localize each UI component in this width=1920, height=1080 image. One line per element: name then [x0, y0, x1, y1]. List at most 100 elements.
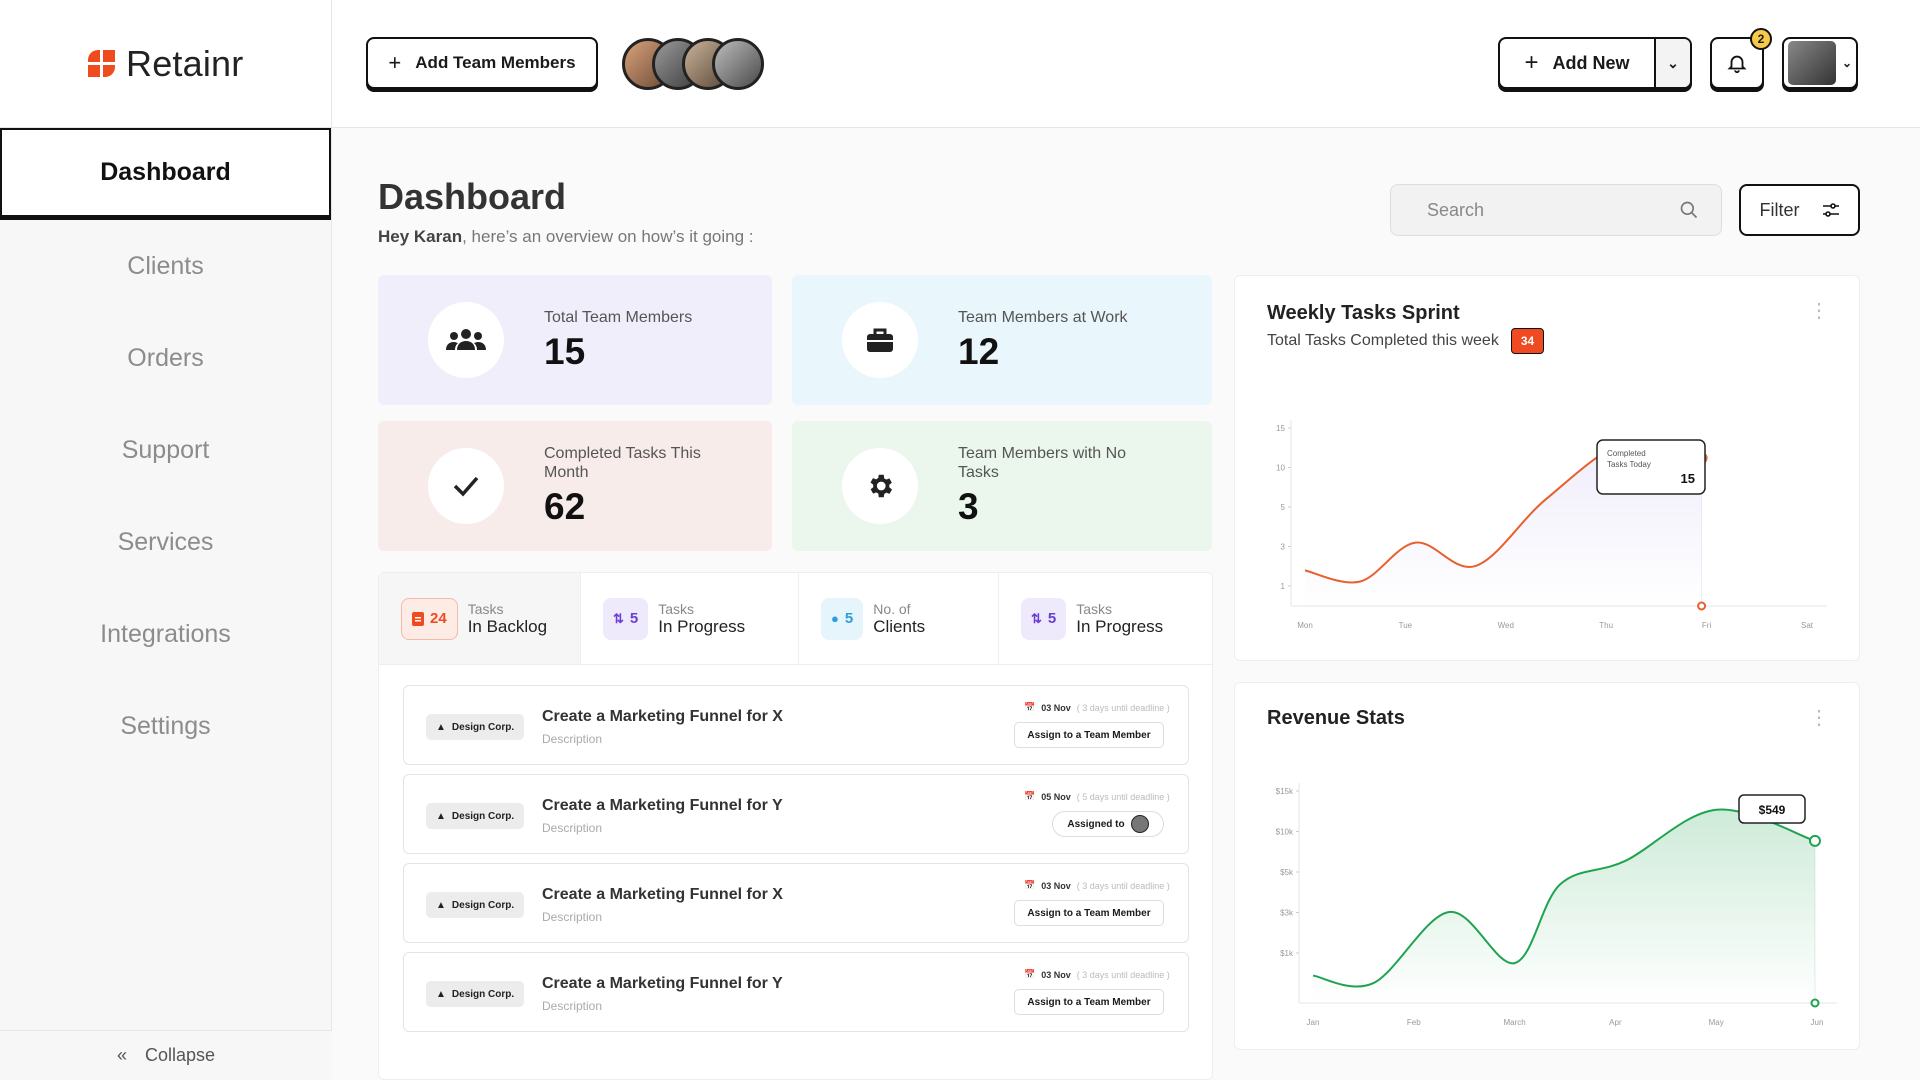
baseline-point: [1810, 998, 1820, 1008]
avatar: [1130, 815, 1149, 833]
check-icon: [428, 448, 504, 524]
sidebar-item-integrations[interactable]: Integrations: [100, 619, 231, 648]
task-description: Description: [542, 910, 603, 924]
tab-small-label: Tasks: [467, 600, 504, 617]
sidebar-item-support[interactable]: Support: [121, 435, 210, 464]
weekly-chart: 15 10 5 3 1 Mon Tue Wed Thu Fri Sat Completed Tasks …: [1276, 420, 1827, 630]
more-vertical-icon[interactable]: ⋮: [1809, 300, 1829, 322]
client-name: Design Corp.: [451, 810, 515, 822]
tab-in-progress-2[interactable]: ⇅ 5 Tasks In Progress: [999, 573, 1212, 664]
assigned-to-button[interactable]: Assigned to: [1052, 811, 1164, 837]
y-tick-label: $10k: [1276, 828, 1294, 837]
sidebar: Retainr Dashboard Clients Orders Support…: [0, 0, 332, 1080]
sidebar-item-orders[interactable]: Orders: [127, 343, 204, 372]
task-title: Create a Marketing Funnel for Y: [542, 797, 783, 814]
deadline-remaining: ( 3 days until deadline ): [1076, 969, 1170, 980]
y-tick-label: $1k: [1280, 949, 1294, 958]
tab-big-label: Clients: [873, 616, 926, 636]
plus-icon: +: [1524, 49, 1539, 76]
count-badge: ⇅ 5: [1021, 597, 1067, 640]
search-input[interactable]: Search: [1390, 184, 1722, 236]
greeting-text: , here’s an overview on how’s it going :: [462, 227, 754, 246]
tab-small-label: No. of: [873, 600, 911, 617]
assign-button[interactable]: Assign to a Team Member: [1014, 989, 1164, 1015]
x-tick-label: March: [1503, 1018, 1525, 1027]
team-icon: [428, 302, 504, 378]
sidebar-item-clients[interactable]: Clients: [127, 251, 204, 280]
collapse-button[interactable]: « Collapse: [0, 1030, 332, 1080]
bell-icon: [1727, 55, 1747, 74]
task-card[interactable]: ▲ Design Corp. Create a Marketing Funnel …: [403, 952, 1189, 1032]
tab-big-label: In Progress: [1076, 616, 1164, 636]
client-name: Design Corp.: [451, 899, 515, 911]
y-tick-label: 1: [1281, 582, 1286, 591]
stat-value: 15: [544, 330, 586, 372]
tooltip-value: 15: [1681, 471, 1695, 486]
page-subtitle: Hey Karan, here’s an overview on how’s i…: [378, 227, 753, 247]
revenue-chart: $15k $10k $5k $3k $1k Jan Feb March Apr May Jun $54…: [1276, 783, 1837, 1027]
task-card[interactable]: ▲ Design Corp. Create a Marketing Funnel …: [403, 863, 1189, 943]
card-title: Weekly Tasks Sprint: [1267, 302, 1460, 324]
tooltip-box: [1738, 794, 1806, 824]
calendar-icon: 📅: [1024, 969, 1036, 979]
stat-label: Team Members with No Tasks: [958, 445, 1127, 481]
series-area: [1313, 809, 1815, 1003]
team-avatars[interactable]: [622, 38, 764, 92]
add-team-members-button[interactable]: + Add Team Members: [366, 37, 598, 89]
client-tag: ▲ Design Corp.: [426, 892, 525, 918]
search-icon: [1680, 201, 1698, 219]
add-team-members-label: Add Team Members: [415, 53, 576, 72]
more-vertical-icon[interactable]: ⋮: [1809, 707, 1829, 729]
chevron-down-icon[interactable]: ⌄: [1654, 39, 1690, 87]
sidebar-item-settings[interactable]: Settings: [120, 711, 211, 740]
stat-card-no-tasks: Team Members with No Tasks 3: [792, 421, 1212, 551]
collapse-label: Collapse: [144, 1045, 216, 1065]
document-icon: [412, 611, 424, 626]
briefcase-icon: [842, 302, 918, 378]
weekly-tasks-card: Weekly Tasks Sprint Total Tasks Complete…: [1234, 275, 1860, 661]
task-card[interactable]: ▲ Design Corp. Create a Marketing Funnel …: [403, 774, 1189, 854]
y-tick-label: $3k: [1280, 909, 1294, 918]
x-tick-label: Fri: [1702, 621, 1712, 630]
deadline-date: 05 Nov: [1041, 791, 1071, 802]
series-line: [1312, 808, 1816, 988]
add-new-button[interactable]: + Add New ⌄: [1498, 37, 1692, 89]
highlight-point: [1808, 834, 1821, 847]
tab-clients[interactable]: ● 5 No. of Clients: [799, 573, 999, 664]
stat-value: 12: [958, 330, 1000, 372]
assign-button[interactable]: Assign to a Team Member: [1014, 900, 1164, 926]
task-title: Create a Marketing Funnel for X: [542, 886, 783, 903]
y-tick-label: $5k: [1280, 868, 1294, 877]
sidebar-item-services[interactable]: Services: [117, 527, 214, 556]
gear-icon: [842, 448, 918, 524]
deadline-remaining: ( 3 days until deadline ): [1076, 702, 1170, 713]
filter-button[interactable]: Filter: [1739, 184, 1860, 236]
baseline-point: [1697, 601, 1707, 611]
plus-icon: +: [388, 50, 402, 75]
assign-button[interactable]: Assign to a Team Member: [1014, 722, 1164, 748]
notifications-button[interactable]: [1710, 37, 1764, 89]
x-tick-label: Wed: [1498, 621, 1514, 630]
tooltip-value: $549: [1759, 803, 1786, 817]
card-title: Revenue Stats: [1267, 707, 1405, 729]
logo[interactable]: Retainr: [0, 0, 331, 128]
profile-menu[interactable]: ⌄: [1782, 37, 1858, 89]
y-tick-label: 10: [1276, 464, 1285, 473]
deadline-remaining: ( 3 days until deadline ): [1076, 880, 1170, 891]
triangle-icon: ▲: [436, 721, 446, 733]
task-title: Create a Marketing Funnel for X: [542, 708, 783, 725]
triangle-icon: ▲: [436, 988, 446, 1000]
x-tick-label: Tue: [1399, 621, 1413, 630]
tab-count: 5: [1047, 610, 1057, 627]
tab-big-label: In Progress: [658, 616, 746, 636]
stat-value: 3: [958, 486, 979, 527]
tab-small-label: Tasks: [1076, 600, 1113, 617]
tab-big-label: In Backlog: [467, 616, 548, 636]
task-card[interactable]: ▲ Design Corp. Create a Marketing Funnel …: [403, 685, 1189, 765]
x-tick-label: Mon: [1297, 621, 1313, 630]
tab-backlog[interactable]: 24 Tasks In Backlog: [379, 573, 581, 664]
sidebar-item-dashboard[interactable]: Dashboard: [0, 128, 331, 220]
tab-count: 5: [629, 610, 639, 627]
task-description: Description: [542, 999, 603, 1013]
tab-in-progress[interactable]: ⇅ 5 Tasks In Progress: [581, 573, 799, 664]
